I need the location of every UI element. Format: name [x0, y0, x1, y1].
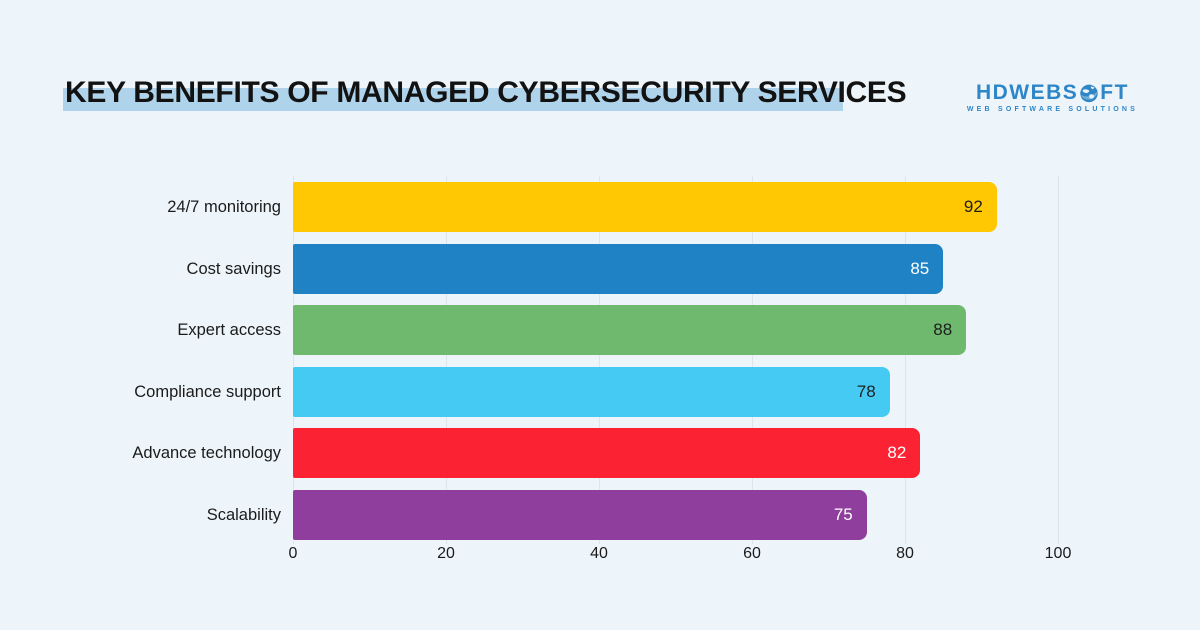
- bar: 82: [293, 428, 921, 478]
- category-axis: 24/7 monitoring Cost savings Expert access…: [0, 176, 281, 544]
- category-label: Scalability: [206, 505, 281, 524]
- bar-row: 82: [293, 428, 1058, 478]
- value-label: 88: [933, 320, 953, 339]
- x-tick-label: 40: [590, 545, 608, 562]
- x-tick-label: 60: [743, 545, 761, 562]
- bar-row: 88: [293, 305, 1058, 355]
- gridline: [1058, 176, 1059, 544]
- category-label: Compliance support: [134, 382, 281, 401]
- bar: 85: [293, 243, 944, 294]
- x-tick-label: 100: [1044, 545, 1072, 562]
- x-tick-label: 0: [288, 545, 298, 562]
- bar: 92: [293, 182, 997, 232]
- gridline: [446, 176, 447, 544]
- globe-icon: [1079, 83, 1099, 103]
- bar: 78: [293, 366, 890, 417]
- bar-row: 92: [293, 182, 1058, 232]
- category-label: Expert access: [177, 321, 281, 339]
- hdwebsoft-logo: HDWEBS FT WEB SOFTWARE SOLUTIONS: [967, 82, 1138, 113]
- x-axis: 0 20 40 60 80 100: [289, 545, 1072, 567]
- x-tick-label: 80: [896, 545, 914, 562]
- gridline: [599, 176, 600, 544]
- category-label: 24/7 monitoring: [167, 198, 281, 216]
- value-label: 85: [910, 258, 930, 278]
- logo-wordmark: HDWEBS FT: [976, 82, 1129, 103]
- bar-row: 75: [293, 489, 1058, 540]
- logo-text-right: FT: [1100, 81, 1129, 104]
- gridline: [905, 176, 906, 544]
- page-title: KEY BENEFITS OF MANAGED CYBERSECURITY SE…: [65, 76, 907, 109]
- bar-chart-plot-area: 92 85 88 78 82 75: [293, 176, 1059, 544]
- bar: 88: [293, 305, 967, 355]
- bar: 75: [293, 489, 867, 540]
- value-label: 75: [833, 504, 853, 524]
- category-label: Cost savings: [186, 259, 281, 278]
- logo-text-left: HDWEBS: [975, 81, 1079, 104]
- value-label: 92: [963, 197, 983, 216]
- gridline: [293, 176, 294, 544]
- bar-row: 78: [293, 366, 1058, 417]
- title-highlight: [63, 88, 843, 111]
- value-label: 82: [887, 443, 907, 462]
- logo-tagline: WEB SOFTWARE SOLUTIONS: [966, 106, 1138, 113]
- gridline: [752, 176, 753, 544]
- x-tick-label: 20: [437, 545, 455, 562]
- bar-row: 85: [293, 243, 1058, 294]
- value-label: 78: [856, 381, 876, 401]
- category-label: Advance technology: [132, 444, 281, 462]
